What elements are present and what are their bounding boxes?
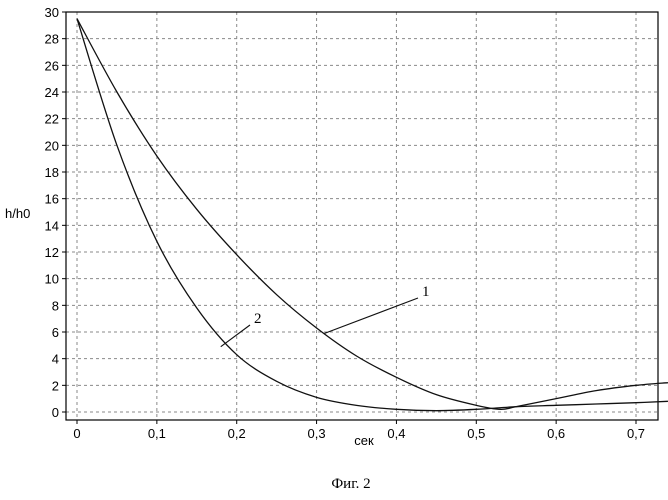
y-tick-label: 30	[45, 5, 59, 20]
y-axis-label: h/h0	[5, 206, 30, 221]
y-tick-label: 10	[45, 272, 59, 287]
x-tick-label: 0	[73, 426, 80, 441]
y-tick-label: 28	[45, 32, 59, 47]
y-tick-label: 26	[45, 58, 59, 73]
y-tick-label: 14	[45, 218, 59, 233]
y-tick-label: 4	[52, 352, 59, 367]
x-tick-label: 0,7	[627, 426, 645, 441]
y-tick-label: 12	[45, 245, 59, 260]
x-tick-label: 0,6	[547, 426, 565, 441]
x-tick-label: 0,2	[228, 426, 246, 441]
figure-caption: Фиг. 2	[331, 476, 370, 492]
x-tick-label: 0,3	[308, 426, 326, 441]
callout-label-1: 1	[422, 284, 430, 300]
x-tick-label: 0,1	[148, 426, 166, 441]
y-tick-label: 24	[45, 85, 59, 100]
callout-label-2: 2	[254, 311, 262, 327]
x-axis-label: сек	[354, 433, 374, 448]
y-tick-label: 2	[52, 378, 59, 393]
x-tick-label: 0,5	[467, 426, 485, 441]
y-tick-label: 0	[52, 405, 59, 420]
y-tick-label: 6	[52, 325, 59, 340]
y-tick-label: 20	[45, 138, 59, 153]
y-tick-label: 16	[45, 192, 59, 207]
x-tick-label: 0,4	[387, 426, 405, 441]
y-tick-label: 22	[45, 112, 59, 127]
y-tick-label: 18	[45, 165, 59, 180]
y-tick-label: 8	[52, 298, 59, 313]
